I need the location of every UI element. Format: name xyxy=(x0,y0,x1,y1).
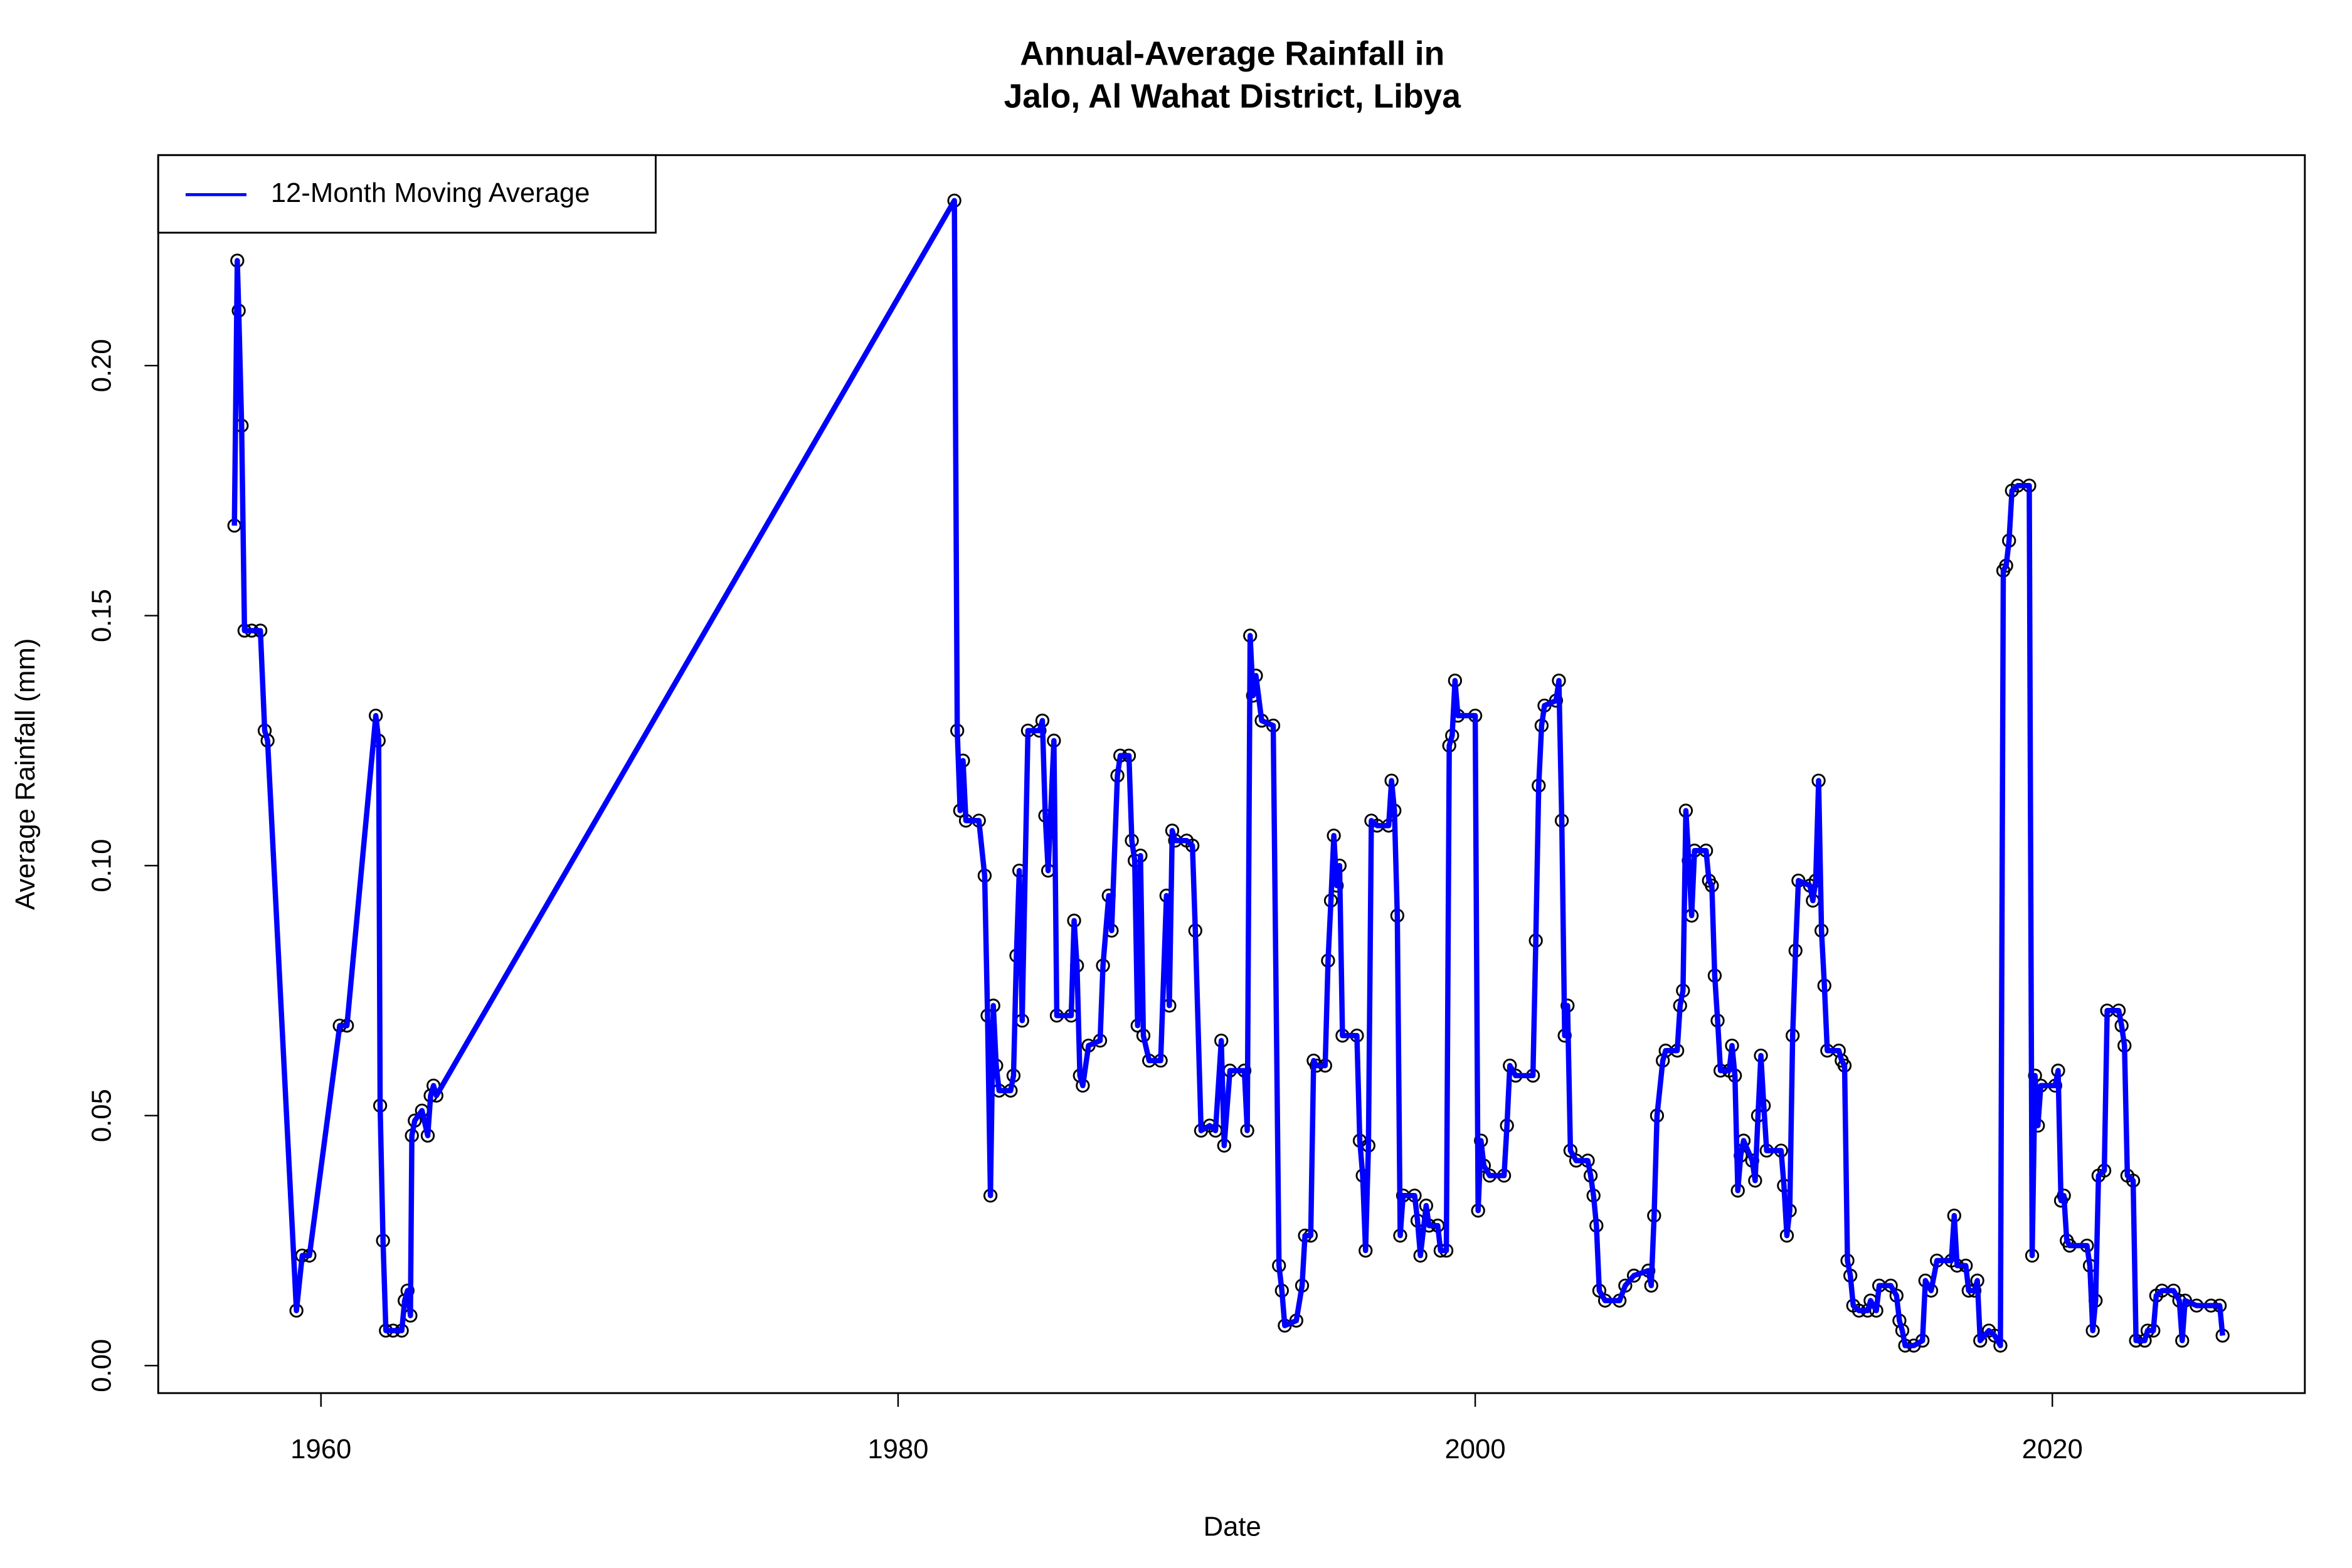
x-tick-label: 1980 xyxy=(867,1434,928,1465)
y-tick-label: 0.20 xyxy=(86,339,117,392)
y-tick-label: 0.10 xyxy=(86,839,117,893)
x-tick-label: 2000 xyxy=(1445,1434,1506,1465)
y-axis-label: Average Rainfall (mm) xyxy=(10,638,41,910)
y-tick-label: 0.15 xyxy=(86,589,117,642)
x-tick-label: 2020 xyxy=(2022,1434,2083,1465)
x-axis-label: Date xyxy=(1204,1511,1261,1542)
y-tick-label: 0.05 xyxy=(86,1089,117,1142)
plot-frame xyxy=(157,154,2306,1394)
y-tick-label: 0.00 xyxy=(86,1339,117,1392)
chart-title: Annual-Average Rainfall in Jalo, Al Wahat… xyxy=(1004,36,1461,115)
data-line xyxy=(231,198,2225,1348)
legend-label: 12-Month Moving Average xyxy=(271,177,590,208)
x-tick-label: 1960 xyxy=(290,1434,351,1465)
